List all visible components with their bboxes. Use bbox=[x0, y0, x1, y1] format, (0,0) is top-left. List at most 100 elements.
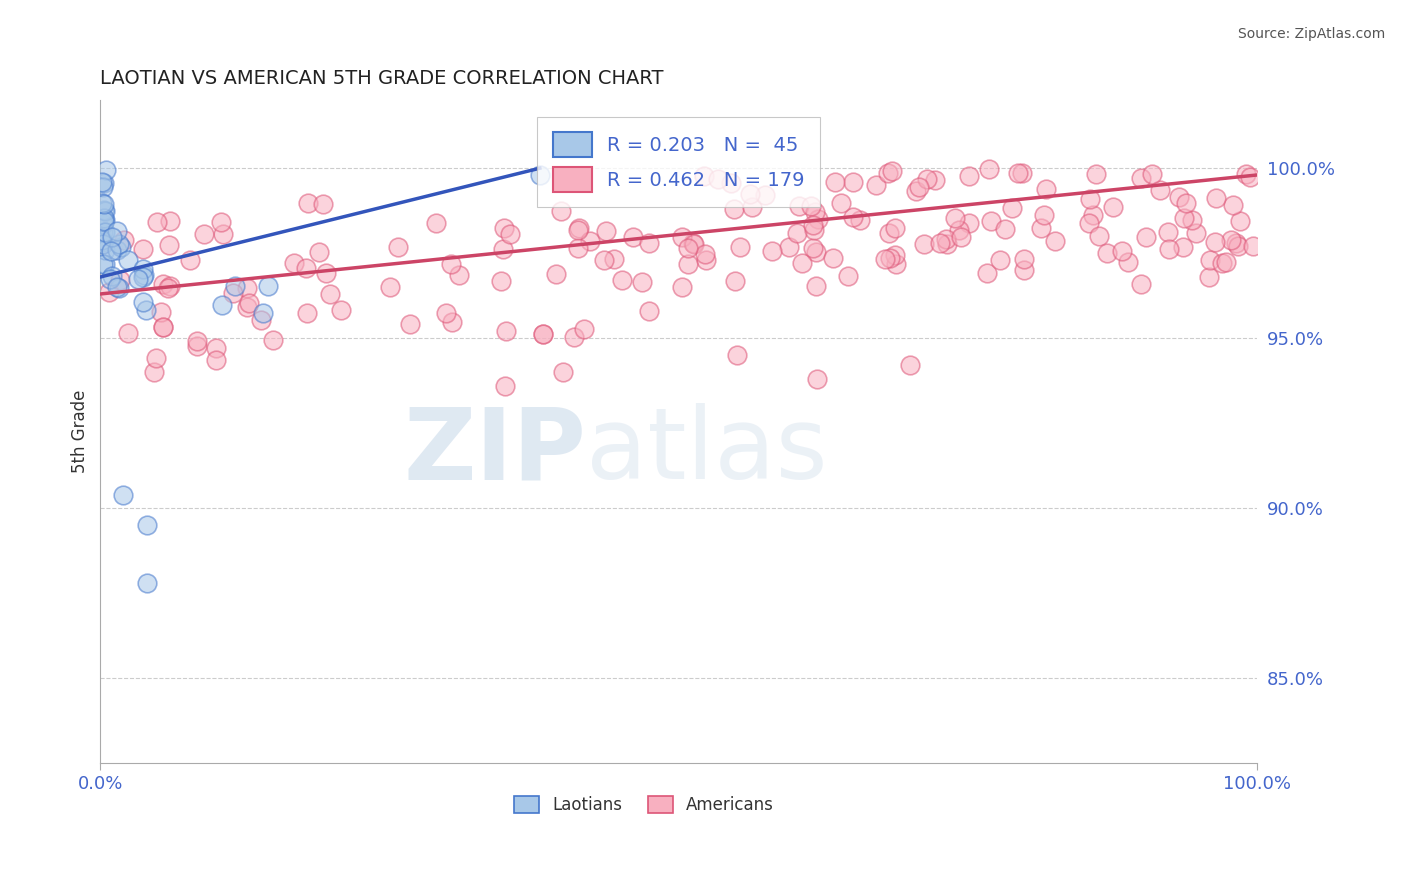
Point bbox=[837, 269, 859, 284]
Point bbox=[602, 252, 624, 266]
Point bbox=[1111, 244, 1133, 259]
Point bbox=[568, 221, 591, 235]
Point bbox=[319, 287, 342, 301]
Point bbox=[1135, 230, 1157, 244]
Point bbox=[204, 353, 226, 368]
Point bbox=[93, 214, 115, 228]
Point bbox=[682, 236, 704, 251]
Point bbox=[107, 236, 129, 251]
Point bbox=[957, 216, 980, 230]
Point bbox=[1168, 190, 1191, 204]
Point bbox=[224, 278, 246, 293]
Point bbox=[330, 303, 353, 318]
Point bbox=[908, 180, 931, 194]
Point bbox=[94, 243, 117, 257]
Point bbox=[1239, 169, 1261, 184]
Point bbox=[1081, 208, 1104, 222]
Point bbox=[905, 184, 928, 198]
Point bbox=[841, 175, 863, 189]
Point bbox=[1035, 182, 1057, 196]
Point bbox=[1241, 238, 1264, 252]
Point bbox=[988, 252, 1011, 267]
Point bbox=[101, 268, 124, 283]
Point bbox=[252, 306, 274, 320]
Point bbox=[792, 255, 814, 269]
Point bbox=[723, 202, 745, 216]
Point bbox=[132, 242, 155, 256]
Point bbox=[550, 204, 572, 219]
Point bbox=[803, 222, 825, 236]
Point bbox=[93, 213, 115, 227]
Point bbox=[1157, 225, 1180, 239]
Point bbox=[884, 221, 907, 235]
Point bbox=[297, 195, 319, 210]
Point bbox=[112, 487, 135, 501]
Point bbox=[800, 199, 823, 213]
Point bbox=[980, 214, 1002, 228]
Point bbox=[1116, 254, 1139, 268]
Text: Source: ZipAtlas.com: Source: ZipAtlas.com bbox=[1237, 27, 1385, 41]
Point bbox=[754, 187, 776, 202]
Point bbox=[979, 162, 1001, 177]
Point bbox=[873, 252, 896, 267]
Point bbox=[994, 222, 1017, 236]
Point bbox=[1185, 226, 1208, 240]
Point bbox=[94, 162, 117, 177]
Point bbox=[399, 317, 422, 331]
Point bbox=[741, 200, 763, 214]
Point bbox=[117, 326, 139, 340]
Point bbox=[1001, 201, 1024, 215]
Point bbox=[105, 224, 128, 238]
Point bbox=[499, 227, 522, 241]
Point bbox=[682, 236, 704, 251]
Point bbox=[631, 275, 654, 289]
Point bbox=[492, 243, 515, 257]
Point bbox=[425, 216, 447, 230]
Point bbox=[156, 281, 179, 295]
Point bbox=[1012, 252, 1035, 266]
Point bbox=[544, 267, 567, 281]
Point bbox=[211, 298, 233, 312]
Point bbox=[957, 169, 980, 183]
Point bbox=[671, 230, 693, 244]
Point bbox=[806, 372, 828, 386]
Point bbox=[132, 269, 155, 284]
Point bbox=[378, 279, 401, 293]
Point bbox=[117, 252, 139, 267]
Point bbox=[494, 220, 516, 235]
Point bbox=[1174, 196, 1197, 211]
Point bbox=[778, 240, 800, 254]
Point bbox=[695, 247, 717, 261]
Point bbox=[877, 166, 900, 180]
Point bbox=[880, 164, 903, 178]
Point bbox=[806, 244, 828, 259]
Point bbox=[100, 230, 122, 244]
Point bbox=[912, 236, 935, 251]
Point bbox=[93, 176, 115, 190]
Point bbox=[235, 280, 257, 294]
Point bbox=[1234, 167, 1257, 181]
Point bbox=[93, 257, 115, 271]
Point bbox=[159, 278, 181, 293]
Point bbox=[491, 274, 513, 288]
Point bbox=[112, 233, 135, 247]
Point bbox=[132, 294, 155, 309]
Point bbox=[638, 235, 661, 250]
Point bbox=[1129, 277, 1152, 291]
Point bbox=[90, 233, 112, 247]
Point bbox=[849, 212, 872, 227]
Point bbox=[1029, 220, 1052, 235]
Point bbox=[579, 234, 602, 248]
Point bbox=[93, 218, 115, 232]
Point bbox=[884, 247, 907, 261]
Point bbox=[884, 256, 907, 270]
Point bbox=[1220, 233, 1243, 247]
Point bbox=[135, 518, 157, 533]
Point bbox=[1227, 238, 1250, 252]
Point bbox=[152, 320, 174, 334]
Point bbox=[91, 195, 114, 210]
Point bbox=[1173, 211, 1195, 225]
Point bbox=[110, 240, 132, 254]
Point bbox=[830, 195, 852, 210]
Point bbox=[786, 227, 808, 241]
